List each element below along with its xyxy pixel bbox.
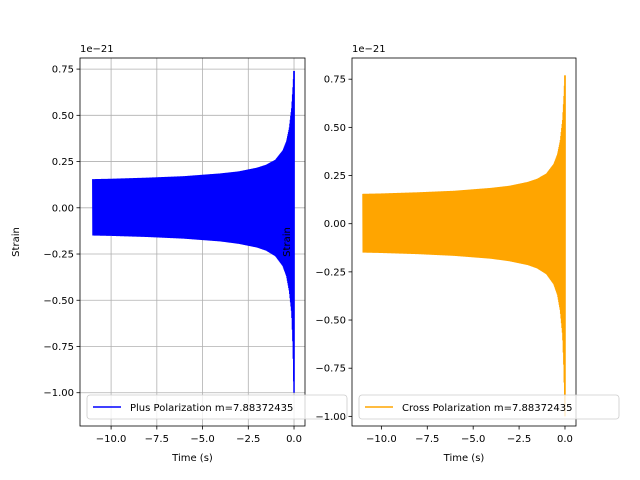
plus-legend-box (86, 394, 348, 420)
plus-y-tick-label: 0.75 (52, 65, 74, 76)
cross-legend-label: Cross Polarization m=7.88372435 (402, 403, 572, 414)
cross-x-axis-label: Time (s) (443, 453, 485, 464)
cross-x-tick-label: −7.5 (415, 434, 439, 445)
plus-x-tick-label: −7.5 (145, 434, 169, 445)
cross-y-tick-label: −0.50 (315, 316, 346, 327)
plus-waveform-line (92, 70, 295, 382)
cross-y-tick-label: −0.75 (315, 364, 346, 375)
cross-x-tick-label: −2.5 (507, 434, 531, 445)
cross-offset-text: 1e−21 (352, 44, 386, 55)
cross-y-tick-label: −1.00 (315, 412, 346, 423)
cross-y-tick-label: −0.25 (315, 267, 346, 278)
plus-offset-text: 1e−21 (80, 44, 114, 55)
plus-axes-frame (79, 57, 306, 427)
cross-y-tick-label: 0.00 (324, 219, 346, 230)
plus-x-tick-label: 0.0 (286, 434, 302, 445)
cross-y-tick-label: 0.25 (324, 171, 346, 182)
cross-x-tick-label: 0.0 (557, 434, 573, 445)
plus-y-tick-label: 0.25 (52, 157, 74, 168)
cross-y-tick-label: 0.50 (324, 123, 346, 134)
plus-y-tick-label: −0.25 (43, 250, 74, 261)
cross-x-tick-label: −10.0 (366, 434, 397, 445)
plus-y-tick-label: −0.75 (43, 342, 74, 353)
plus-y-tick-label: −0.50 (43, 296, 74, 307)
plus-y-axis-label: Strain (11, 227, 22, 257)
cross-y-tick-label: 0.75 (324, 75, 346, 86)
cross-waveform-line (362, 75, 566, 406)
cross-axes-frame (351, 57, 577, 427)
plus-x-axis-label: Time (s) (171, 453, 213, 464)
plus-x-tick-label: −2.5 (236, 434, 260, 445)
cross-x-tick-label: −5.0 (461, 434, 485, 445)
plus-polarization-panel: −10.0 −7.5 −5.0 −2.5 0.0 −1.00 −0.75 −0.50 −0.25… (11, 44, 348, 464)
cross-y-axis-label: Strain (282, 227, 293, 257)
plus-y-tick-label: 0.50 (52, 111, 74, 122)
plus-y-tick-label: 0.00 (52, 203, 74, 214)
plus-legend-label: Plus Polarization m=7.88372435 (130, 403, 293, 414)
plus-x-tick-label: −10.0 (96, 434, 127, 445)
cross-legend-box (358, 394, 620, 420)
plus-x-tick-label: −5.0 (190, 434, 214, 445)
cross-polarization-panel: −10.0 −7.5 −5.0 −2.5 0.0 −1.00 −0.75 −0.50 −0.25… (282, 44, 620, 464)
plus-y-tick-label: −1.00 (43, 388, 74, 399)
